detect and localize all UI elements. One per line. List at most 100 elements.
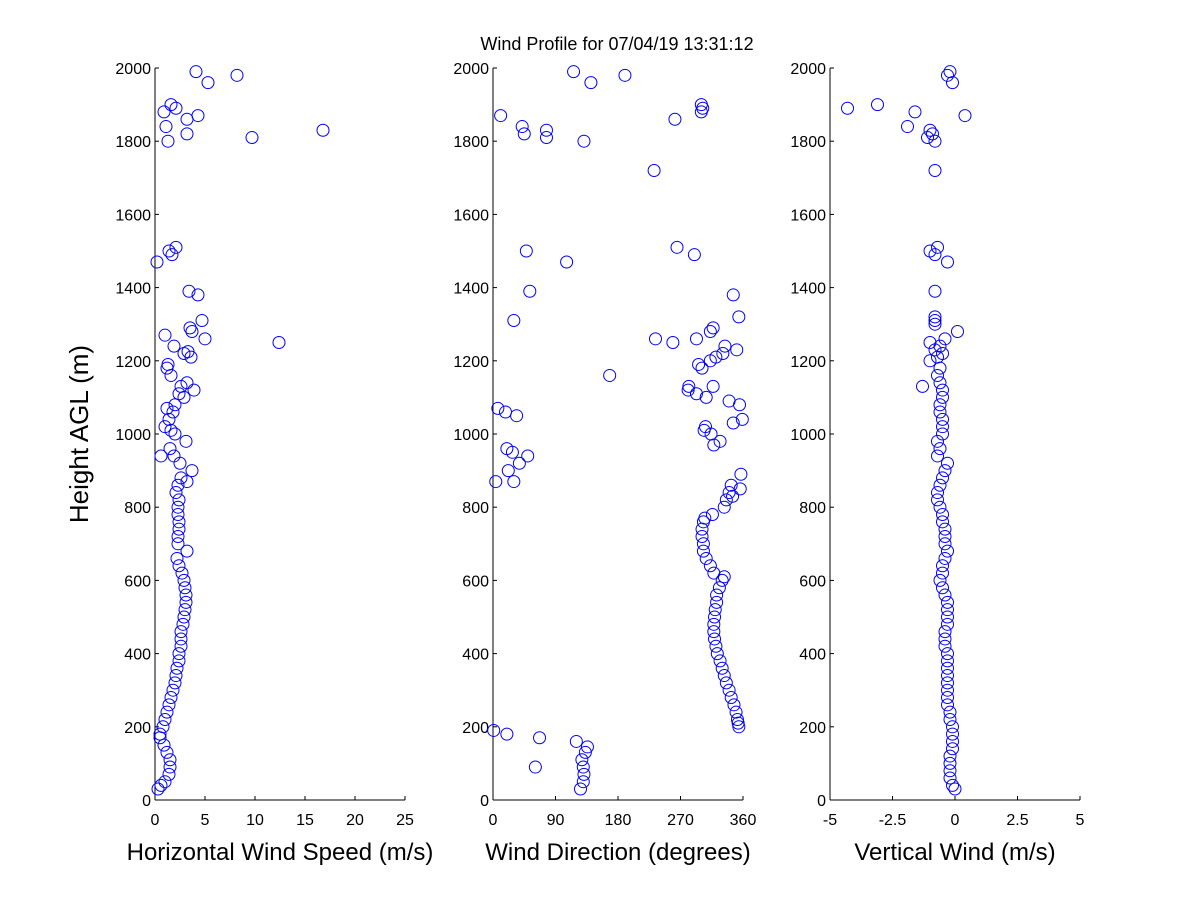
data-point [160, 401, 174, 415]
data-point [528, 760, 542, 774]
x-tick-label: 25 [396, 812, 414, 829]
data-point [174, 632, 188, 646]
x-tick-label: 5 [1076, 812, 1085, 829]
data-point [183, 321, 197, 335]
data-point [712, 581, 726, 595]
y-tick-label: 1000 [115, 427, 151, 444]
y-tick-label: 800 [124, 500, 151, 517]
data-point [178, 581, 192, 595]
data-point [724, 691, 738, 705]
data-point [163, 760, 177, 774]
data-point [163, 753, 177, 767]
y-tick-label: 2000 [790, 61, 826, 78]
y-tick-label: 200 [462, 720, 489, 737]
data-point [726, 288, 740, 302]
data-point [187, 383, 201, 397]
data-point [928, 314, 942, 328]
x-tick-label: 0 [151, 812, 160, 829]
data-point [931, 493, 944, 507]
data-point [618, 68, 632, 82]
data-point [936, 412, 949, 426]
data-point [717, 500, 731, 514]
data-point [709, 639, 723, 653]
x-tick-label: 0 [489, 812, 498, 829]
data-point [923, 123, 937, 137]
y-axis-label: Height AGL (m) [64, 345, 94, 523]
data-point [931, 240, 944, 254]
chart-title: Wind Profile for 07/04/19 13:31:12 [480, 34, 753, 54]
data-point [151, 782, 165, 796]
data-point [682, 379, 696, 393]
data-point [938, 625, 952, 639]
data-point [933, 405, 947, 419]
data-point [180, 544, 194, 558]
data-point [699, 390, 713, 404]
y-tick-label: 800 [799, 500, 826, 517]
data-point [936, 383, 949, 397]
x-tick-label: 360 [730, 812, 757, 829]
data-point [916, 379, 929, 393]
data-point [730, 343, 744, 357]
data-point [923, 336, 937, 349]
data-point [689, 332, 703, 346]
data-point [316, 123, 330, 137]
data-point [936, 420, 949, 434]
data-point [936, 559, 949, 573]
data-point [941, 654, 954, 668]
x-tick-label: 10 [246, 812, 264, 829]
data-point [176, 617, 190, 631]
data-point [162, 767, 176, 781]
x-tick-label: 15 [296, 812, 314, 829]
data-point [946, 720, 959, 734]
data-point [938, 332, 952, 346]
data-point [577, 134, 591, 148]
data-point [584, 76, 598, 90]
y-tick-label: 1800 [115, 134, 151, 151]
data-point [938, 537, 952, 551]
data-point [696, 544, 710, 558]
data-point [931, 449, 944, 463]
data-point [195, 314, 209, 328]
panel-speed-x-axis-label: Horizontal Wind Speed (m/s) [127, 839, 434, 866]
y-tick-label: 2000 [453, 61, 489, 78]
data-point [933, 376, 947, 390]
data-point [943, 705, 957, 719]
data-point [174, 639, 188, 653]
data-point [574, 782, 587, 796]
data-point [180, 376, 194, 390]
data-point [567, 65, 581, 79]
data-point [177, 573, 191, 587]
data-point [727, 698, 741, 712]
x-tick-label: 90 [547, 812, 565, 829]
y-tick-label: 1400 [790, 281, 826, 298]
data-point [938, 522, 952, 536]
data-point [715, 573, 729, 587]
data-point [507, 314, 521, 328]
data-point [519, 244, 533, 258]
data-point [719, 493, 733, 507]
data-point [726, 416, 740, 430]
data-point [735, 412, 749, 426]
data-point [569, 734, 583, 748]
data-point [668, 112, 682, 126]
data-point [154, 449, 168, 463]
panel-vertical-points [841, 65, 972, 796]
data-point [169, 240, 183, 254]
data-point [946, 778, 959, 792]
data-point [717, 669, 731, 683]
y-tick-label: 200 [124, 720, 151, 737]
data-point [936, 346, 949, 360]
data-point [499, 405, 512, 419]
data-point [871, 98, 884, 112]
data-point [901, 120, 914, 134]
data-point [722, 394, 736, 408]
data-point [713, 654, 727, 668]
data-point [164, 98, 178, 112]
data-point [941, 698, 954, 712]
data-point [841, 101, 854, 115]
data-point [938, 551, 952, 565]
data-point [941, 617, 954, 631]
data-point [154, 778, 168, 792]
data-point [179, 595, 193, 609]
